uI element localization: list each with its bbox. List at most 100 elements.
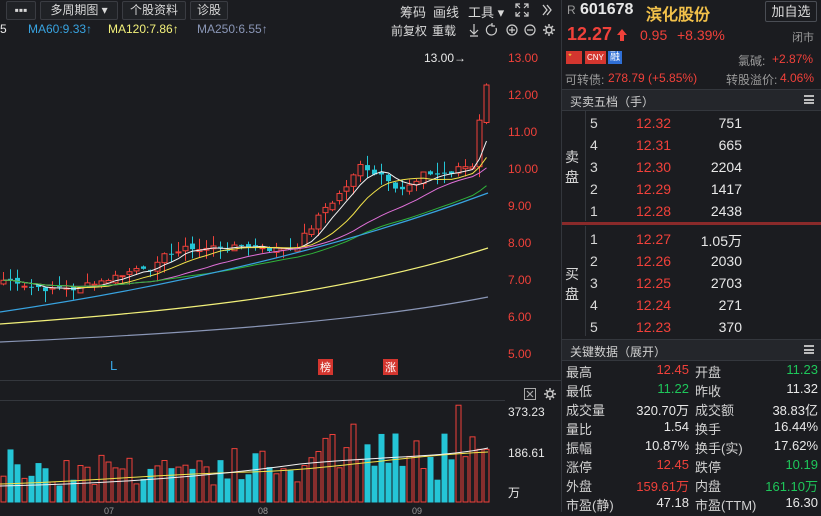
volume-chart[interactable] [0, 404, 505, 508]
diagnose-button[interactable]: 诊股 [190, 1, 228, 20]
convertible-value[interactable]: 278.79 (+5.85%) [608, 71, 698, 85]
key-data-row: 涨停 12.45 跌停 10.19 [562, 455, 821, 475]
key-data-row: 量比 1.54 换手 16.44% [562, 417, 821, 437]
collapse-right-icon[interactable] [541, 4, 553, 16]
volume-bar [217, 460, 224, 503]
key-data-value: 1.54 [663, 419, 689, 434]
key-data-value: 11.23 [786, 362, 818, 377]
volume-bar [175, 466, 182, 503]
key-data-value: 10.87% [644, 438, 689, 453]
period-dropdown[interactable]: 多周期图 ▾ [40, 1, 118, 20]
volume-bar [294, 481, 301, 503]
buy-row[interactable]: 4 12.24 271 [590, 297, 742, 313]
candlestick-chart[interactable] [0, 40, 505, 380]
candle-body [36, 284, 41, 288]
key-data-value: 17.62% [773, 438, 818, 453]
key-data-title: 关键数据（展开） [570, 345, 667, 359]
settings-icon[interactable] [543, 24, 555, 36]
candle-body [406, 184, 413, 192]
month-label: 09 [412, 506, 423, 516]
sell-row[interactable]: 1 12.28 2438 [590, 203, 742, 219]
volume-bar [420, 468, 427, 503]
candle-body [57, 286, 62, 288]
volume-tick: 373.23 [508, 405, 545, 419]
stock-code: 601678 [580, 1, 634, 18]
volume-bar [196, 460, 203, 503]
volume-bar [147, 468, 154, 503]
stock-info-button[interactable]: 个股资料 [122, 1, 186, 20]
key-data-label: 市盈(静) [566, 498, 614, 513]
volume-bar [329, 434, 336, 503]
volume-bar [399, 465, 406, 503]
volume-bar [133, 483, 140, 503]
draw-line-button[interactable]: 画线 [433, 5, 460, 20]
overlay-button[interactable]: 重载 [432, 24, 457, 38]
up-arrow-icon [617, 29, 627, 41]
key-data-label: 换手 [695, 422, 722, 437]
key-data-label: 最高 [566, 365, 593, 380]
settings-icon[interactable] [544, 388, 556, 400]
spread-divider [562, 222, 821, 225]
key-data-row: 最低 11.22 昨收 11.32 [562, 379, 821, 399]
chip-button[interactable]: 筹码 [400, 5, 427, 20]
volume-bar [343, 447, 350, 503]
adjust-button[interactable]: 前复权 [391, 24, 428, 38]
key-data-row: 最高 12.45 开盘 11.23 [562, 360, 821, 380]
volume-bar [434, 479, 441, 503]
candle-body [0, 279, 7, 285]
price-axis: 13.00 12.00 11.00 10.00 9.00 8.00 7.00 6… [505, 40, 561, 380]
candle-body [393, 182, 398, 189]
volume-bar [427, 456, 434, 503]
volume-bar [476, 448, 483, 503]
key-data-value: 38.83亿 [772, 403, 818, 418]
sector-name[interactable]: 氯碱: [738, 54, 766, 68]
tools-dropdown[interactable]: 工具 ▾ [468, 5, 505, 20]
download-icon[interactable] [469, 24, 479, 37]
market-status: 闭市 [792, 32, 814, 44]
sector-change: +2.87% [772, 52, 814, 66]
candle-body [442, 172, 447, 174]
volume-bar [56, 485, 63, 503]
volume-bar [189, 468, 196, 503]
month-label: 08 [258, 506, 269, 516]
menu-icon[interactable] [804, 345, 814, 354]
candle-body [225, 249, 230, 251]
close-icon[interactable] [524, 388, 536, 400]
ma60-label: MA60:9.33↑ [28, 22, 93, 36]
add-watchlist-button[interactable]: 加自选 [765, 1, 817, 22]
sell-row[interactable]: 2 12.29 1417 [590, 181, 742, 197]
order-book-header[interactable]: 买卖五档（手） [562, 89, 821, 111]
candle-body [161, 253, 168, 264]
buy-row[interactable]: 2 12.26 2030 [590, 253, 742, 269]
candle-body [246, 244, 251, 248]
volume-bar [259, 450, 266, 503]
volume-bar [224, 478, 231, 503]
menu-icon[interactable] [804, 95, 814, 104]
convertible-label: 可转债: [565, 73, 605, 87]
expand-icon[interactable] [515, 3, 529, 17]
limit-up-marker[interactable]: 涨 [383, 359, 398, 375]
sell-row[interactable]: 4 12.31 665 [590, 137, 742, 153]
zoom-out-icon[interactable] [524, 24, 536, 36]
sell-row[interactable]: 5 12.32 751 [590, 115, 742, 131]
volume-axis: 373.23 186.61 万 [505, 404, 561, 508]
sell-side-label: 卖 盘 [562, 111, 586, 221]
candle-body [365, 165, 370, 171]
zoom-in-icon[interactable] [506, 24, 518, 36]
market-prefix: R [567, 3, 576, 17]
volume-bar [0, 475, 7, 503]
rank-marker[interactable]: 榜 [318, 359, 333, 375]
candle-body [400, 186, 405, 190]
buy-row[interactable]: 1 12.27 1.05万 [590, 231, 742, 249]
sell-row[interactable]: 3 12.30 2204 [590, 159, 742, 175]
volume-bar [280, 468, 287, 503]
buy-row[interactable]: 3 12.25 2703 [590, 275, 742, 291]
key-data-header[interactable]: 关键数据（展开） [562, 339, 821, 361]
buy-row[interactable]: 5 12.23 370 [590, 319, 742, 335]
menu-button[interactable]: ▪▪▪ [6, 1, 36, 20]
undo-icon[interactable] [485, 23, 497, 36]
currency-badge: CNY [585, 51, 606, 64]
candle-body [239, 244, 244, 246]
ma60-line [0, 192, 489, 313]
month-axis: 07 08 09 [0, 506, 505, 516]
